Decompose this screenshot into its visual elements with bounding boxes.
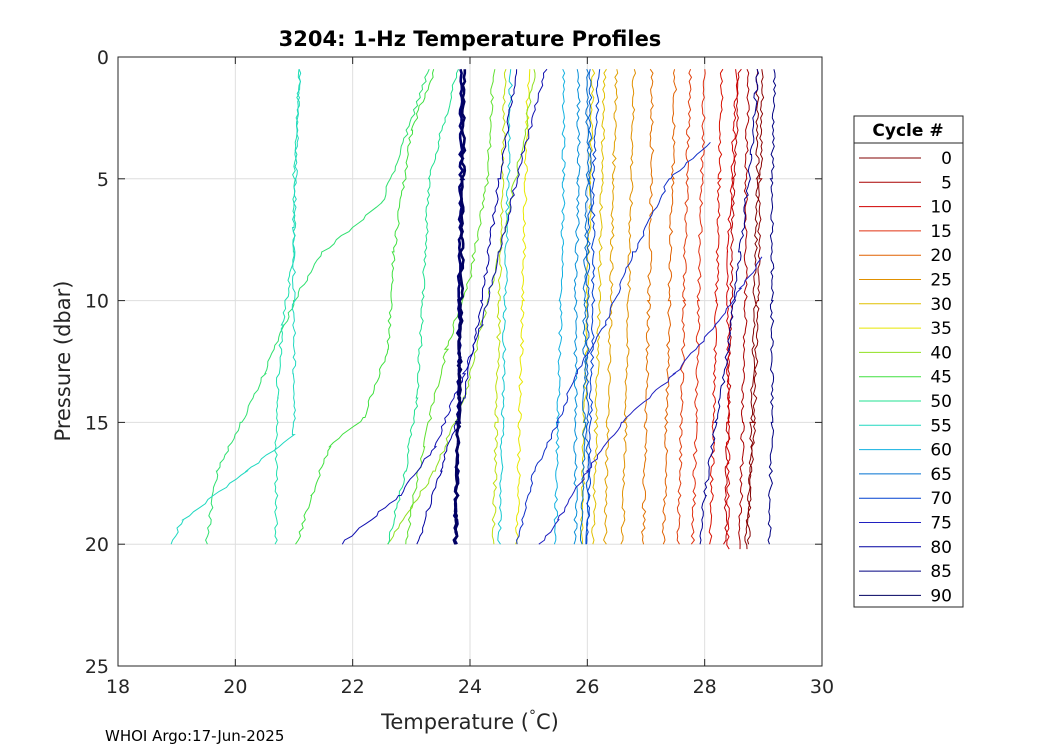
profile-line-cycle-75	[538, 256, 763, 545]
chart-title: 3204: 1-Hz Temperature Profiles	[279, 27, 662, 51]
profile-line-cycle-20	[661, 69, 678, 545]
profile-line-cycle-57	[497, 69, 513, 545]
y-tick-label: 25	[85, 656, 109, 678]
profiles	[170, 68, 777, 550]
profile-line-cycle-10	[725, 69, 738, 550]
profile-line-cycle-30	[591, 68, 607, 545]
x-axis-title-degree: °	[529, 708, 536, 724]
x-tick-label: 30	[810, 676, 834, 698]
profile-line-cycle-37	[491, 69, 507, 545]
profile-line-cycle-67	[585, 69, 593, 545]
profile-line-cycle-27	[603, 69, 619, 545]
x-tick-label: 28	[693, 676, 717, 698]
profile-line-cycle-82	[699, 69, 760, 545]
legend-box	[853, 115, 964, 608]
x-tick-label: 18	[106, 676, 130, 698]
legend-label: 75	[930, 514, 952, 534]
x-axis-title: Temperature (°C)	[380, 708, 559, 734]
legend-label: 5	[941, 173, 952, 193]
legend-label: 15	[930, 222, 952, 242]
profile-line-cycle-62	[573, 69, 581, 545]
y-tick-label: 5	[97, 169, 109, 191]
profile-line-cycle-80	[416, 69, 518, 545]
profile-line-cycle-40	[387, 69, 536, 545]
profile-line-cycle-35	[515, 69, 531, 545]
x-tick-label: 24	[458, 676, 482, 698]
legend-label: 55	[930, 416, 952, 436]
y-axis-title: Pressure (dbar)	[51, 281, 75, 442]
profile-line-cycle-2	[744, 69, 765, 550]
legend-label: 65	[930, 465, 952, 485]
y-tick-label: 15	[85, 412, 109, 434]
y-tick-label: 10	[85, 291, 109, 313]
y-tick-label: 20	[85, 534, 109, 556]
legend-label: 0	[941, 149, 952, 169]
profile-line-cycle-65	[579, 68, 590, 545]
legend-title: Cycle #	[872, 121, 943, 141]
profile-line-cycle-90	[452, 69, 467, 545]
profile-line-cycle-25	[620, 69, 637, 545]
legend-entries: 0 5 10 15 20 25 30 35 40 45 50 55 60 65 70 75 80 85 90	[859, 149, 952, 606]
profile-line-cycle-70	[586, 69, 601, 545]
legend: Cycle # 0 5 10 15 20 25 30 35 40 45 50 55 60 65 70 75 80…	[853, 115, 964, 608]
profile-line-cycle-5	[738, 69, 750, 550]
legend-label: 30	[930, 295, 952, 315]
legend-label: 70	[930, 489, 952, 509]
x-tick-label: 20	[223, 676, 247, 698]
profile-line-cycle-85	[767, 69, 777, 545]
x-axis-title-main: Temperature (	[380, 710, 529, 734]
footer-source: WHOI Argo:17-Jun-2025	[105, 727, 284, 745]
profile-line-cycle-45	[295, 69, 435, 545]
profile-line-cycle-60	[553, 68, 566, 545]
profile-line-cycle-72	[516, 141, 711, 545]
profile-line-cycle-12	[708, 68, 724, 545]
profile-line-cycle-47	[205, 69, 430, 545]
x-tick-label: 22	[341, 676, 365, 698]
legend-label: 90	[930, 586, 952, 606]
profile-line-cycle-22	[641, 68, 655, 545]
profile-line-cycle-17	[676, 69, 693, 545]
legend-label: 35	[930, 319, 952, 339]
legend-label: 85	[930, 562, 952, 582]
legend-label: 80	[930, 538, 952, 558]
profile-line-cycle-15	[690, 69, 706, 545]
y-tick-label: 0	[97, 47, 109, 69]
legend-label: 20	[930, 246, 952, 266]
legend-label: 50	[930, 392, 952, 412]
legend-label: 45	[930, 368, 952, 388]
legend-label: 10	[930, 198, 952, 218]
x-axis-title-unit: C)	[536, 710, 559, 734]
axis-ticks: 18 20 22 24 26 28 30 0 5 10 15 20 25	[85, 47, 834, 698]
legend-label: 25	[930, 271, 952, 291]
x-tick-label: 26	[575, 676, 599, 698]
legend-label: 60	[930, 441, 952, 461]
profile-line-cycle-55	[170, 69, 302, 545]
profile-line-cycle-77	[341, 68, 548, 545]
profile-line-cycle-50	[387, 68, 459, 545]
legend-label: 40	[930, 343, 952, 363]
